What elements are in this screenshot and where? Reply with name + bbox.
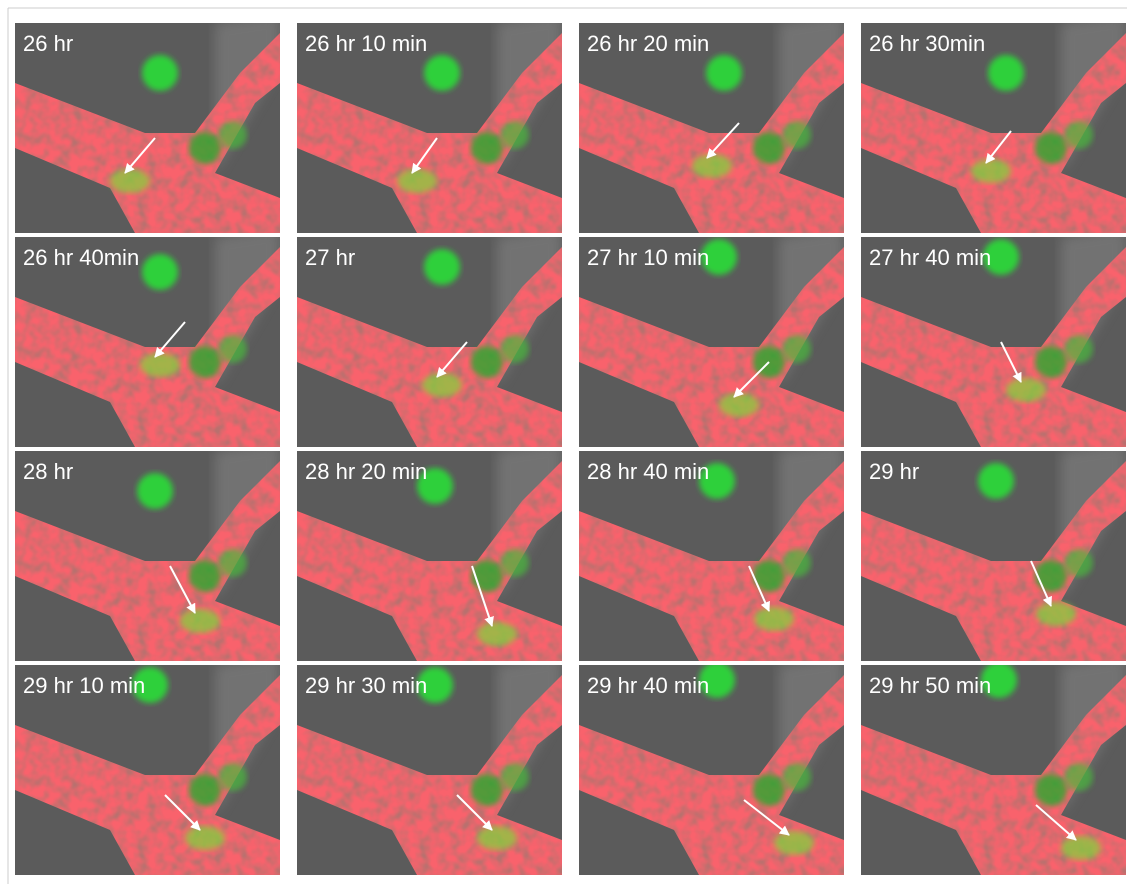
time-label: 27 hr <box>305 245 355 270</box>
panel: 29 hr <box>861 441 1126 661</box>
green-cell <box>1006 378 1046 402</box>
panel: 29 hr 30 min <box>297 655 562 875</box>
green-cell <box>219 549 247 577</box>
time-label: 29 hr 40 min <box>587 673 709 698</box>
green-cell <box>477 622 517 646</box>
green-cell <box>783 549 811 577</box>
green-cell <box>142 55 178 91</box>
panel: 26 hr 40min <box>15 227 280 447</box>
green-cell <box>774 831 814 855</box>
panel: 27 hr <box>297 227 562 447</box>
green-cell <box>753 774 785 806</box>
panel: 29 hr 10 min <box>15 655 280 875</box>
panel: 26 hr 30min <box>861 13 1126 233</box>
green-cell <box>783 121 811 149</box>
panel: 29 hr 50 min <box>861 655 1126 875</box>
time-label: 29 hr 50 min <box>869 673 991 698</box>
green-cell <box>1035 132 1067 164</box>
green-cell <box>1065 549 1093 577</box>
green-cell <box>189 774 221 806</box>
green-cell <box>1061 836 1101 860</box>
panel: 26 hr 20 min <box>579 13 844 233</box>
green-cell <box>219 335 247 363</box>
green-cell <box>189 560 221 592</box>
time-label: 29 hr <box>869 459 919 484</box>
green-cell <box>753 132 785 164</box>
green-cell <box>1065 335 1093 363</box>
green-cell <box>692 154 732 178</box>
green-cell <box>189 132 221 164</box>
green-cell <box>754 607 794 631</box>
time-label: 27 hr 40 min <box>869 245 991 270</box>
green-cell <box>397 169 437 193</box>
green-cell <box>1035 560 1067 592</box>
panel: 28 hr 40 min <box>579 441 844 661</box>
time-label: 28 hr <box>23 459 73 484</box>
green-cell <box>719 393 759 417</box>
green-cell <box>501 121 529 149</box>
green-cell <box>1036 602 1076 626</box>
time-label: 26 hr 20 min <box>587 31 709 56</box>
green-cell <box>978 463 1014 499</box>
time-label: 28 hr 20 min <box>305 459 427 484</box>
green-cell <box>471 132 503 164</box>
green-cell <box>971 159 1011 183</box>
panel: 26 hr 10 min <box>297 13 562 233</box>
green-cell <box>783 763 811 791</box>
panel: 26 hr <box>15 13 280 233</box>
green-cell <box>501 335 529 363</box>
green-cell <box>142 254 178 290</box>
green-cell <box>137 473 173 509</box>
green-cell <box>185 826 225 850</box>
green-cell <box>219 121 247 149</box>
green-cell <box>189 346 221 378</box>
green-cell <box>783 335 811 363</box>
time-label: 26 hr 30min <box>869 31 985 56</box>
green-cell <box>471 774 503 806</box>
panel: 27 hr 40 min <box>861 227 1126 447</box>
green-cell <box>501 763 529 791</box>
green-cell <box>501 549 529 577</box>
green-cell <box>1065 121 1093 149</box>
panel: 28 hr <box>15 441 280 661</box>
green-cell <box>471 346 503 378</box>
green-cell <box>110 169 150 193</box>
time-label: 27 hr 10 min <box>587 245 709 270</box>
panel: 29 hr 40 min <box>579 655 844 875</box>
time-label: 26 hr 40min <box>23 245 139 270</box>
green-cell <box>1035 346 1067 378</box>
time-label: 29 hr 10 min <box>23 673 145 698</box>
time-label: 26 hr 10 min <box>305 31 427 56</box>
time-label: 26 hr <box>23 31 73 56</box>
green-cell <box>424 55 460 91</box>
green-cell <box>422 373 462 397</box>
green-cell <box>706 55 742 91</box>
time-label: 29 hr 30 min <box>305 673 427 698</box>
panel: 28 hr 20 min <box>297 441 562 661</box>
green-cell <box>140 353 180 377</box>
panel: 27 hr 10 min <box>579 227 844 447</box>
green-cell <box>988 55 1024 91</box>
green-cell <box>1065 763 1093 791</box>
green-cell <box>424 249 460 285</box>
time-label: 28 hr 40 min <box>587 459 709 484</box>
green-cell <box>219 763 247 791</box>
figure: 26 hr 26 hr 10 min 26 hr 20 min 26 hr 30min… <box>0 0 1127 884</box>
green-cell <box>1035 774 1067 806</box>
green-cell <box>477 826 517 850</box>
green-cell <box>180 609 220 633</box>
